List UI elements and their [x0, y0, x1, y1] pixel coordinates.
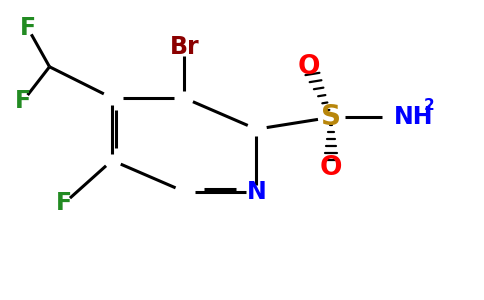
Text: O: O [298, 54, 320, 80]
Text: S: S [321, 103, 341, 131]
Text: F: F [20, 16, 36, 40]
Text: 2: 2 [424, 98, 435, 113]
Text: N: N [246, 180, 266, 204]
Text: F: F [56, 191, 72, 215]
Text: O: O [320, 155, 342, 181]
Text: Br: Br [169, 35, 199, 59]
Text: NH: NH [393, 105, 433, 129]
Text: F: F [15, 89, 31, 113]
